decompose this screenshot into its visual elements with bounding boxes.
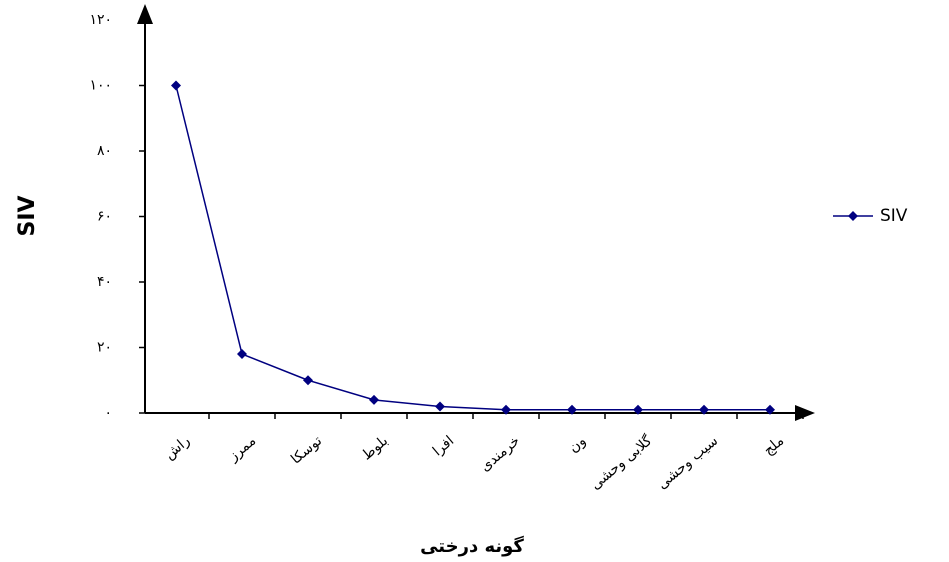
point	[567, 404, 577, 415]
x-tick-label: گلابی وحشی	[587, 432, 655, 493]
x-tick-label: ملج	[761, 433, 788, 459]
y-tick-label: ۱۲۰	[89, 12, 112, 28]
point	[765, 404, 775, 415]
y-tick-label: ۸۰	[97, 143, 112, 159]
point	[435, 401, 445, 412]
x-tick-label: ممرز	[225, 433, 259, 465]
x-tick-label: افرا	[430, 433, 457, 460]
legend-label: SIV	[880, 206, 908, 226]
x-tick-label: ون	[566, 433, 589, 456]
x-tick-label: توسکا	[288, 433, 325, 468]
legend-marker	[848, 211, 858, 221]
y-tick-label: ۶۰	[97, 209, 112, 225]
point	[303, 375, 313, 386]
x-tick-label: بلوط	[359, 433, 391, 464]
y-tick-label: ۱۰۰	[89, 78, 112, 94]
y-tick-label: ۰	[104, 405, 112, 421]
point	[237, 349, 247, 360]
x-tick-label: راش	[162, 433, 194, 463]
point	[501, 404, 511, 415]
point	[699, 404, 709, 415]
y-tick-label: ۲۰	[97, 340, 112, 356]
point	[171, 80, 181, 91]
point	[369, 394, 379, 405]
y-axis-label: SIV	[15, 195, 40, 236]
x-axis-label: گونه درختی	[420, 535, 524, 557]
point	[633, 404, 643, 415]
y-tick-label: ۴۰	[97, 274, 112, 290]
x-tick-label: سیب وحشی	[654, 433, 721, 493]
x-tick-label: خرمندی	[477, 433, 523, 475]
line	[175, 85, 770, 411]
